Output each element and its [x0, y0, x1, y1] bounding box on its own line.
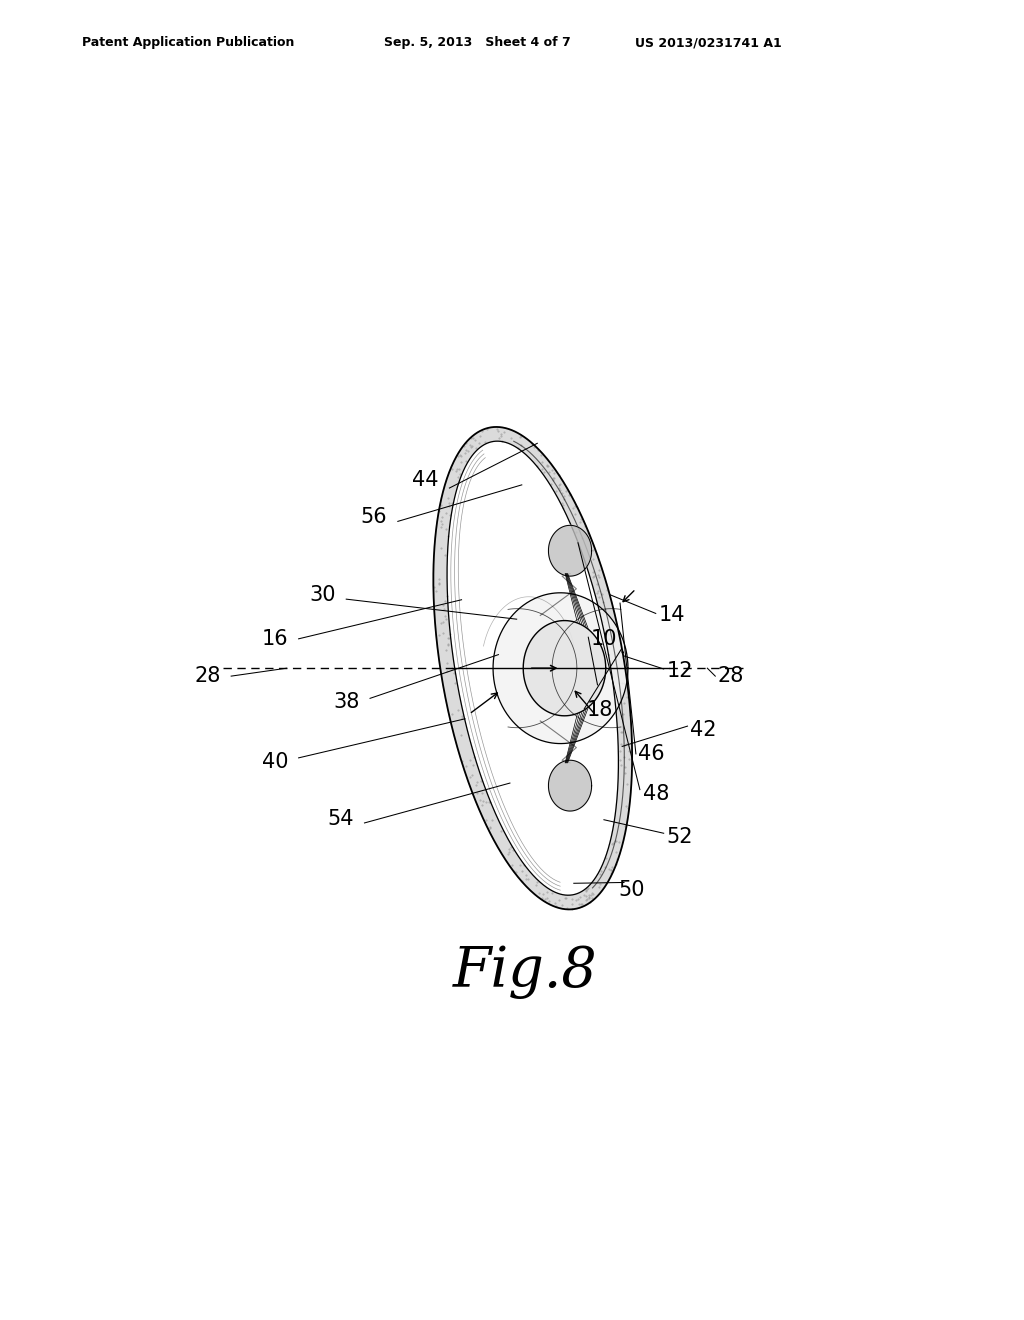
Text: 46: 46 [638, 744, 666, 764]
Text: 10: 10 [591, 628, 617, 649]
Polygon shape [494, 593, 628, 743]
Polygon shape [549, 760, 592, 810]
Text: 56: 56 [360, 507, 387, 528]
Text: 30: 30 [309, 585, 336, 605]
Text: 50: 50 [618, 880, 645, 900]
Text: Sep. 5, 2013   Sheet 4 of 7: Sep. 5, 2013 Sheet 4 of 7 [384, 36, 570, 49]
Text: 52: 52 [667, 828, 693, 847]
Text: 28: 28 [718, 667, 744, 686]
Text: 48: 48 [642, 784, 669, 804]
Text: 38: 38 [333, 692, 359, 713]
Text: 28: 28 [195, 667, 220, 686]
Text: 54: 54 [328, 809, 354, 829]
Text: Fig.8: Fig.8 [453, 945, 597, 999]
Text: 42: 42 [690, 721, 717, 741]
Text: 16: 16 [261, 628, 288, 649]
Text: 40: 40 [261, 752, 288, 772]
Text: Patent Application Publication: Patent Application Publication [82, 36, 294, 49]
Polygon shape [433, 426, 632, 909]
Text: 18: 18 [587, 700, 613, 721]
Text: 14: 14 [658, 605, 685, 624]
Polygon shape [549, 525, 592, 576]
Text: 44: 44 [413, 470, 439, 490]
Polygon shape [523, 620, 606, 715]
Text: US 2013/0231741 A1: US 2013/0231741 A1 [635, 36, 781, 49]
Text: 12: 12 [667, 660, 693, 681]
